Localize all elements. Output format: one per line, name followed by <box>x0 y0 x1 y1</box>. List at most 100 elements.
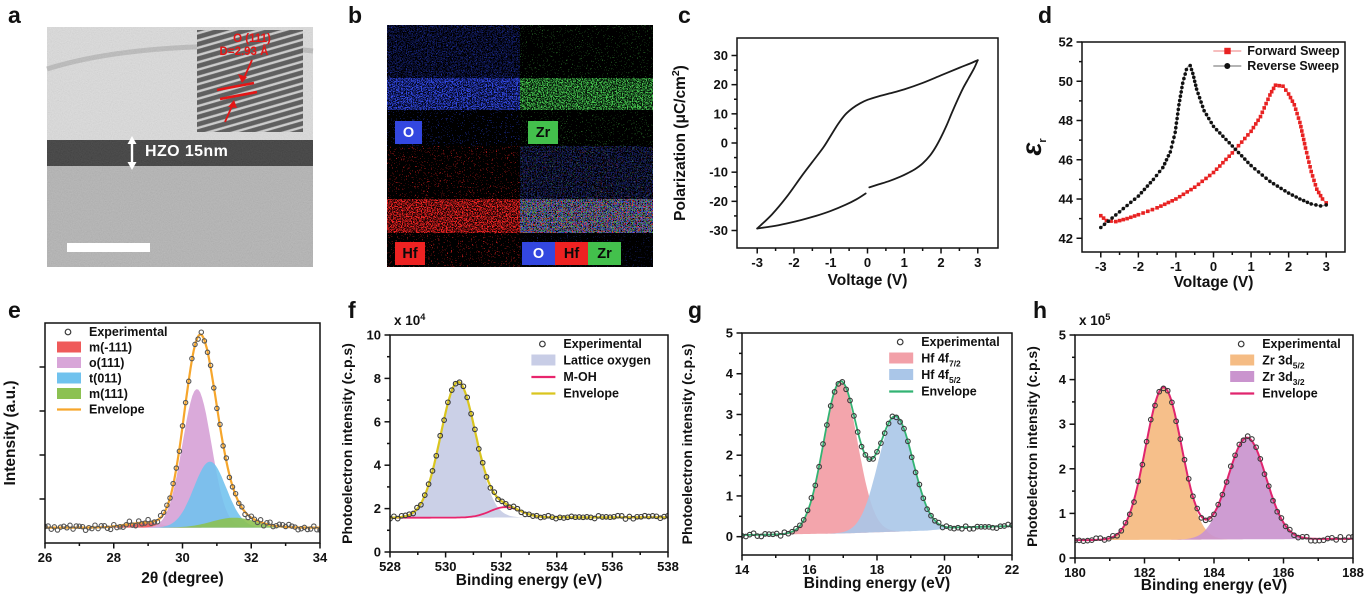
svg-text:Envelope: Envelope <box>89 403 145 417</box>
svg-text:5: 5 <box>726 326 733 341</box>
panel-h-xps-zr3d: h 180 182 184 186 188 0 1 2 3 4 5 Binding energy (e… <box>1025 295 1367 599</box>
map-label-Zr: Zr <box>528 121 558 144</box>
svg-text:Polarization (μC/cm2): Polarization (μC/cm2) <box>670 65 689 221</box>
svg-text:2: 2 <box>374 501 381 516</box>
svg-text:0: 0 <box>726 529 733 544</box>
svg-text:30: 30 <box>175 550 189 565</box>
panel-label-g: g <box>688 297 703 323</box>
svg-text:Intensity (a.u.): Intensity (a.u.) <box>2 380 19 485</box>
svg-text:20: 20 <box>937 562 951 577</box>
svg-text:0: 0 <box>864 255 871 270</box>
svg-text:532: 532 <box>490 559 512 574</box>
svg-text:1: 1 <box>1059 506 1066 521</box>
svg-text:2: 2 <box>726 448 733 463</box>
svg-text:2: 2 <box>1059 461 1066 476</box>
inset-plane-label: O (111) <box>233 33 271 45</box>
arrow-head-lower <box>228 100 237 108</box>
svg-text:-30: -30 <box>709 223 728 238</box>
svg-text:-2: -2 <box>788 255 800 270</box>
svg-text:536: 536 <box>602 559 624 574</box>
svg-text:Photoelectron intensity (c.p.s: Photoelectron intensity (c.p.s) <box>340 343 355 544</box>
svg-text:Envelope: Envelope <box>563 387 619 401</box>
svg-text:2: 2 <box>937 255 944 270</box>
svg-text:M-OH: M-OH <box>563 370 596 384</box>
annotation-arrows <box>224 59 253 123</box>
svg-text:Zr 3d5/2: Zr 3d5/2 <box>1262 354 1305 371</box>
svg-text:18: 18 <box>870 562 884 577</box>
svg-text:Hf 4f5/2: Hf 4f5/2 <box>921 368 961 385</box>
inset-spacing-label: D=2.93 Å <box>219 46 269 58</box>
panel-label-f: f <box>348 297 356 323</box>
panel-label-c: c <box>678 2 691 28</box>
svg-text:o(111): o(111) <box>89 356 124 370</box>
map-label-Hf: Hf <box>395 242 425 265</box>
svg-text:8: 8 <box>374 371 381 386</box>
overlay-label-Zr: Zr <box>588 242 621 265</box>
svg-text:Experimental: Experimental <box>563 337 642 351</box>
svg-text:22: 22 <box>1005 562 1019 577</box>
panel-f-xps-o1s: f 528 530 532 534 536 538 0 2 4 6 8 10 Binding energ… <box>340 295 680 599</box>
svg-text:14: 14 <box>735 562 750 577</box>
svg-text:30: 30 <box>714 48 728 63</box>
svg-text:2θ (degree): 2θ (degree) <box>141 570 223 587</box>
svg-text:50: 50 <box>1059 74 1073 89</box>
svg-text:-2: -2 <box>1133 259 1145 274</box>
svg-text:1: 1 <box>901 255 908 270</box>
svg-text:538: 538 <box>657 559 679 574</box>
panel-label-b: b <box>348 2 363 28</box>
svg-text:4: 4 <box>374 458 382 473</box>
panel-e-xrd: e 26 28 30 32 34 2θ (degree) Intensity (a.u.) E… <box>0 295 340 599</box>
svg-text:6: 6 <box>374 414 381 429</box>
svg-text:Hf 4f7/2: Hf 4f7/2 <box>921 352 961 369</box>
svg-text:3: 3 <box>1323 259 1330 274</box>
xrd-chart: 26 28 30 32 34 2θ (degree) Intensity (a.u.) Exp… <box>2 322 328 587</box>
scale-bar <box>67 243 150 252</box>
svg-text:44: 44 <box>1059 192 1074 207</box>
svg-text:Photoelectron intensity (c.p.s: Photoelectron intensity (c.p.s) <box>680 344 695 545</box>
xps-zr3d-chart: 180 182 184 186 188 0 1 2 3 4 5 Binding energy (eV)… <box>1025 312 1364 594</box>
svg-text:0: 0 <box>721 136 728 151</box>
hrtem-inset <box>197 30 303 132</box>
svg-text:26: 26 <box>38 550 52 565</box>
svg-text:16: 16 <box>802 562 816 577</box>
thickness-arrow-top <box>127 136 137 144</box>
svg-text:46: 46 <box>1059 152 1073 167</box>
svg-text:52: 52 <box>1059 35 1073 50</box>
tem-image <box>46 27 314 267</box>
svg-text:Lattice oxygen: Lattice oxygen <box>563 354 651 368</box>
svg-text:Binding energy (eV): Binding energy (eV) <box>804 575 950 592</box>
panel-label-e: e <box>8 297 21 323</box>
svg-text:Voltage (V): Voltage (V) <box>828 272 908 289</box>
svg-text:0: 0 <box>1059 551 1066 566</box>
overlay-label-Hf: Hf <box>555 242 588 265</box>
svg-text:-1: -1 <box>825 255 837 270</box>
svg-text:0: 0 <box>374 545 381 560</box>
svg-text:180: 180 <box>1064 565 1086 580</box>
svg-text:34: 34 <box>313 550 328 565</box>
svg-text:-3: -3 <box>751 255 763 270</box>
svg-text:3: 3 <box>726 407 733 422</box>
svg-text:Binding energy (eV): Binding energy (eV) <box>1141 577 1287 594</box>
svg-text:3: 3 <box>1059 417 1066 432</box>
svg-text:Experimental: Experimental <box>921 335 1000 349</box>
svg-text:4: 4 <box>726 366 734 381</box>
xps-hf4f-chart: 14 16 18 20 22 0 1 2 3 4 5 Binding energy (eV) Photo… <box>680 326 1019 593</box>
overlay-label-O: O <box>522 242 555 265</box>
svg-text:x 105: x 105 <box>1079 312 1110 328</box>
film-thickness-label: HZO 15nm <box>145 143 229 160</box>
svg-text:Forward Sweep: Forward Sweep <box>1247 44 1340 58</box>
panel-label-h: h <box>1033 297 1048 323</box>
svg-text:Experimental: Experimental <box>89 325 168 339</box>
svg-text:32: 32 <box>244 550 258 565</box>
panel-label-a: a <box>8 2 21 28</box>
svg-text:528: 528 <box>379 559 401 574</box>
svg-text:48: 48 <box>1059 113 1073 128</box>
panel-g-xps-hf4f: g 14 16 18 20 22 0 1 2 3 4 5 Binding energy (eV) Pho… <box>680 295 1025 599</box>
svg-text:Envelope: Envelope <box>1262 387 1318 401</box>
svg-text:m(-111): m(-111) <box>89 341 132 355</box>
svg-text:-1: -1 <box>1170 259 1182 274</box>
svg-text:-20: -20 <box>709 194 728 209</box>
svg-text:4: 4 <box>1059 372 1067 387</box>
